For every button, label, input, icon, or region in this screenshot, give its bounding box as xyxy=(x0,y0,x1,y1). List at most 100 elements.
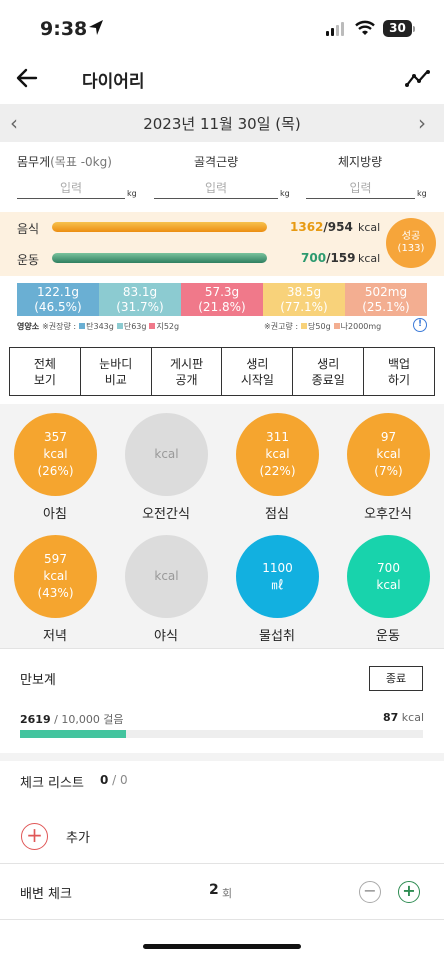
exercise-kcal-unit: kcal xyxy=(358,252,381,265)
weight-label: 몸무게(목표 -0kg) xyxy=(17,153,112,170)
trend-chart-icon[interactable] xyxy=(405,69,431,87)
legend-title: 영양소 xyxy=(17,322,40,331)
fat-label: 체지방량 xyxy=(338,155,383,169)
battery-tip xyxy=(413,26,415,32)
divider xyxy=(0,648,444,649)
nutrient-protein-pct: (31.7%) xyxy=(116,300,164,314)
afternoon-snack-circle[interactable]: 97 kcal (7%) xyxy=(347,413,430,496)
success-badge: 성공 (133) xyxy=(386,218,436,268)
legend-carb: 탄343g xyxy=(79,321,114,332)
info-icon[interactable]: ! xyxy=(413,318,427,332)
chevron-left-icon[interactable]: ‹ xyxy=(10,111,18,135)
bowel-count: 2 xyxy=(209,882,219,898)
wifi-icon xyxy=(355,20,375,35)
food-kcal-target: /954 xyxy=(323,220,353,234)
backup-button[interactable]: 백업 하기 xyxy=(388,356,411,387)
nutrient-protein-value: 83.1g xyxy=(122,285,158,299)
exercise-kcal: 700 xyxy=(301,251,327,265)
afternoon-snack-label: 오후간식 xyxy=(364,507,412,522)
step-kcal-unit: kcal xyxy=(398,711,425,724)
lunch-circle[interactable]: 311 kcal (22%) xyxy=(236,413,319,496)
nutrient-sugar: 38.5g (77.1%) xyxy=(263,283,345,316)
plus-button[interactable]: + xyxy=(398,881,420,903)
pedometer-title: 만보계 xyxy=(20,673,56,688)
step-count-value: 2619 xyxy=(20,713,51,726)
view-all-button[interactable]: 전체 보기 xyxy=(10,348,81,395)
legend-fat: 지52g xyxy=(149,321,179,332)
food-calorie-bar xyxy=(52,222,267,232)
legend-protein: 단63g xyxy=(116,321,147,332)
nutrient-fat-value: 57.3g xyxy=(204,285,240,299)
legend-sugar-text: 당50g xyxy=(308,322,331,331)
morning-snack-circle[interactable]: kcal xyxy=(125,413,208,496)
nutrient-bar: 122.1g (46.5%) 83.1g (31.7%) 57.3g (21.8%) … xyxy=(17,283,427,316)
legend-sugar: 당50g xyxy=(301,321,331,332)
nutrient-sodium-value: 502mg xyxy=(364,285,408,299)
exercise-kcal-target: /159 xyxy=(326,251,356,265)
weight-goal-text: (목표 -0kg) xyxy=(50,155,112,169)
legend-sodium: 나2000mg xyxy=(333,321,382,332)
period-end-button[interactable]: 생리 종료일 xyxy=(293,348,365,395)
dinner-label: 저녁 xyxy=(43,629,67,644)
weight-unit: kg xyxy=(127,189,137,198)
food-kcal-unit: kcal xyxy=(358,221,381,234)
fat-unit: kg xyxy=(417,189,427,198)
checklist-done: 0 xyxy=(100,773,109,787)
legend-carb-text: 탄343g xyxy=(86,322,114,331)
breakfast-label: 아침 xyxy=(43,507,67,522)
weight-input[interactable]: 입력 xyxy=(17,177,125,199)
dinner-circle[interactable]: 597 kcal (43%) xyxy=(14,535,97,618)
cellular-signal-icon xyxy=(326,22,344,36)
board-share-button[interactable]: 게시판 공개 xyxy=(152,348,223,395)
home-indicator xyxy=(143,944,301,949)
step-count: 2619 / 10,000 걸음 xyxy=(20,711,124,727)
success-badge-label: 성공 xyxy=(401,230,421,242)
period-start-button[interactable]: 생리 시작일 xyxy=(222,348,294,395)
add-checklist-button[interactable]: 추가 xyxy=(66,831,90,846)
late-snack-label: 야식 xyxy=(154,629,178,644)
weight-label-text: 몸무게 xyxy=(17,155,51,169)
add-icon[interactable]: + xyxy=(21,823,48,850)
action-buttons: 전체 보기 눈바디 비교 게시판 공개 생리 시작일 생리 종료일 백업 하기 xyxy=(9,347,435,396)
current-date[interactable]: 2023년 11월 30일 (목) xyxy=(143,115,301,133)
legend-protein-text: 단63g xyxy=(123,322,147,331)
muscle-input[interactable]: 입력 xyxy=(154,177,278,199)
breakfast-circle[interactable]: 357 kcal (26%) xyxy=(14,413,97,496)
body-compare-button[interactable]: 눈바디 비교 xyxy=(81,348,152,395)
step-kcal-value: 87 xyxy=(383,711,399,724)
legend-limit-label: ※권고량 : xyxy=(264,322,299,331)
minus-button[interactable]: − xyxy=(359,881,381,903)
pedometer-end-button[interactable]: 종료 xyxy=(369,666,423,691)
nutrient-legend: 영양소 ※권장량 : 탄343g 단63g 지52g xyxy=(17,321,179,332)
fat-input[interactable]: 입력 xyxy=(306,177,415,199)
status-time: 9:38 xyxy=(40,18,88,40)
step-kcal: 87 kcal xyxy=(383,711,424,724)
nutrient-fat-pct: (21.8%) xyxy=(198,300,246,314)
chevron-right-icon[interactable]: › xyxy=(418,111,426,135)
late-snack-circle[interactable]: kcal xyxy=(125,535,208,618)
nutrient-sugar-pct: (77.1%) xyxy=(280,300,328,314)
back-arrow-icon[interactable] xyxy=(16,66,38,90)
step-progress-fill xyxy=(20,730,126,738)
battery-icon: 30 xyxy=(383,20,412,37)
exercise-calorie-value: 700/159 xyxy=(301,251,356,265)
muscle-unit: kg xyxy=(280,189,290,198)
location-arrow-icon xyxy=(89,20,103,35)
nutrient-fat: 57.3g (21.8%) xyxy=(181,283,263,316)
divider xyxy=(0,919,444,920)
legend-sodium-text: 나2000mg xyxy=(340,322,382,331)
nutrient-sodium-pct: (25.1%) xyxy=(362,300,410,314)
exercise-circle[interactable]: 700 kcal xyxy=(347,535,430,618)
water-intake-circle[interactable]: 1100 ㎖ xyxy=(236,535,319,618)
water-intake-label: 물섭취 xyxy=(259,629,295,644)
legend-rec-label: ※권장량 : xyxy=(42,322,77,331)
muscle-label: 골격근량 xyxy=(194,155,239,169)
date-bar xyxy=(0,104,444,142)
morning-snack-label: 오전간식 xyxy=(142,507,190,522)
nutrient-carb: 122.1g (46.5%) xyxy=(17,283,99,316)
food-label: 음식 xyxy=(17,222,40,236)
food-calorie-value: 1362/954 xyxy=(290,220,353,234)
divider xyxy=(0,863,444,864)
exercise-label: 운동 xyxy=(17,253,40,267)
checklist-count: 0 / 0 xyxy=(100,773,128,787)
